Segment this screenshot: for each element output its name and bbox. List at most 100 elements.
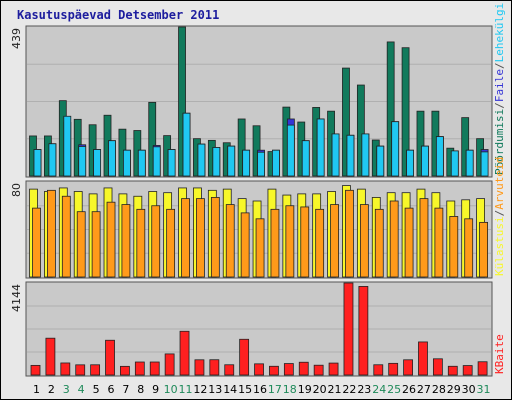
x-tick-label: 18: [283, 383, 297, 396]
hosts-bar: [315, 208, 325, 278]
hits-bar: [237, 118, 246, 177]
kbytes-bar: [75, 364, 86, 376]
kbytes-bar: [432, 358, 443, 376]
x-tick-label: 26: [402, 383, 416, 396]
x-tick-label: 17: [268, 383, 282, 396]
kbytes-bar: [388, 362, 399, 376]
kbytes-bar: [358, 286, 369, 376]
pages-bar: [316, 118, 325, 177]
hosts-bar: [210, 197, 220, 278]
pages-bar: [152, 146, 161, 177]
kbytes-bar: [462, 365, 473, 376]
pages-bar: [465, 149, 474, 177]
pages-bar: [480, 151, 489, 177]
kbytes-bar: [60, 362, 71, 376]
bottom-legend: KBaite: [493, 334, 506, 374]
x-tick-label: 9: [152, 383, 159, 396]
pages-bar: [257, 151, 265, 177]
x-tick-label: 7: [122, 383, 129, 396]
hits-bar: [148, 101, 157, 177]
x-tick-label: 30: [462, 383, 476, 396]
kbytes-bar: [418, 341, 428, 376]
x-tick-label: 23: [357, 383, 371, 396]
x-tick-label: 20: [313, 383, 327, 396]
kbytes-bar: [254, 363, 264, 376]
top-legend: Pöördumisi/Faile/Lehekülgi: [493, 3, 506, 175]
legend-entry: /: [493, 102, 506, 109]
x-tick-label: 3: [63, 383, 70, 396]
pages-bar: [331, 133, 340, 177]
legend-entry: Külastusi: [493, 216, 506, 276]
x-tick-label: 1: [33, 383, 40, 396]
hosts-bar: [225, 204, 235, 278]
legend-entry: Lehekülgi: [493, 3, 506, 63]
pages-bar: [361, 133, 370, 177]
hosts-bar: [330, 204, 339, 278]
hosts-bar: [285, 205, 295, 278]
kbytes-bar: [269, 365, 279, 376]
pages-bar: [33, 149, 42, 177]
hosts-bar: [181, 198, 190, 278]
legend-entry: Pöördumisi: [493, 109, 506, 175]
x-tick-label: 12: [193, 383, 207, 396]
pages-bar: [450, 150, 459, 177]
pages-bar: [182, 112, 191, 177]
pages-bar: [212, 147, 221, 177]
x-tick-label: 24: [372, 383, 386, 396]
x-tick-label: 11: [178, 383, 192, 396]
pages-bar: [123, 149, 131, 177]
hosts-bar: [479, 221, 488, 278]
x-tick-label: 6: [107, 383, 114, 396]
kbytes-bar: [194, 359, 205, 376]
pages-bar: [435, 136, 444, 177]
pages-bar: [63, 115, 72, 177]
kbytes-bar: [30, 364, 41, 376]
hosts-bar: [359, 204, 369, 278]
x-tick-label: 16: [253, 383, 267, 396]
hosts-bar: [61, 195, 71, 278]
kbytes-bar: [343, 282, 354, 376]
pages-bar: [197, 143, 206, 177]
x-tick-label: 4: [78, 383, 85, 396]
kbytes-bar: [179, 330, 190, 376]
kbytes-bar: [447, 365, 458, 376]
kbytes-bar: [134, 361, 145, 376]
x-tick-label: 14: [223, 383, 237, 396]
hits-bar: [416, 110, 425, 177]
x-tick-label: 27: [417, 383, 431, 396]
x-tick-label: 25: [387, 383, 401, 396]
kbytes-bar: [105, 339, 115, 376]
kbytes-bar: [164, 353, 175, 376]
kbytes-bar: [120, 365, 130, 376]
legend-entry: Arvuteid: [493, 157, 506, 210]
pages-bar: [376, 145, 385, 177]
pages-bar: [108, 140, 116, 177]
kbytes-bar: [149, 361, 160, 376]
kbytes-bar: [45, 337, 56, 376]
kbytes-bar: [224, 364, 235, 376]
hosts-bar: [270, 208, 280, 278]
page-title: Kasutuspäevad Detsember 2011: [17, 8, 220, 22]
hosts-bar: [434, 207, 444, 278]
pages-bar: [93, 149, 102, 177]
hosts-bar: [374, 208, 384, 278]
hits-bar: [178, 26, 186, 177]
top-y-tick-label: 439: [10, 28, 23, 49]
hosts-bar: [32, 207, 41, 278]
x-tick-label: 13: [208, 383, 222, 396]
middle-legend: Külastusi/Arvuteid: [493, 157, 506, 276]
x-tick-label: 29: [447, 383, 461, 396]
hosts-bar: [47, 189, 56, 278]
kbytes-bar: [313, 364, 324, 376]
kbytes-bar: [209, 359, 220, 376]
x-tick-label: 8: [137, 383, 144, 396]
x-tick-label: 28: [432, 383, 446, 396]
pages-bar: [421, 145, 429, 177]
kbytes-bar: [403, 359, 413, 376]
hosts-bar: [389, 200, 399, 278]
legend-entry: /: [493, 210, 506, 217]
pages-bar: [406, 149, 414, 177]
pages-bar: [391, 121, 400, 177]
x-tick-label: 19: [298, 383, 312, 396]
